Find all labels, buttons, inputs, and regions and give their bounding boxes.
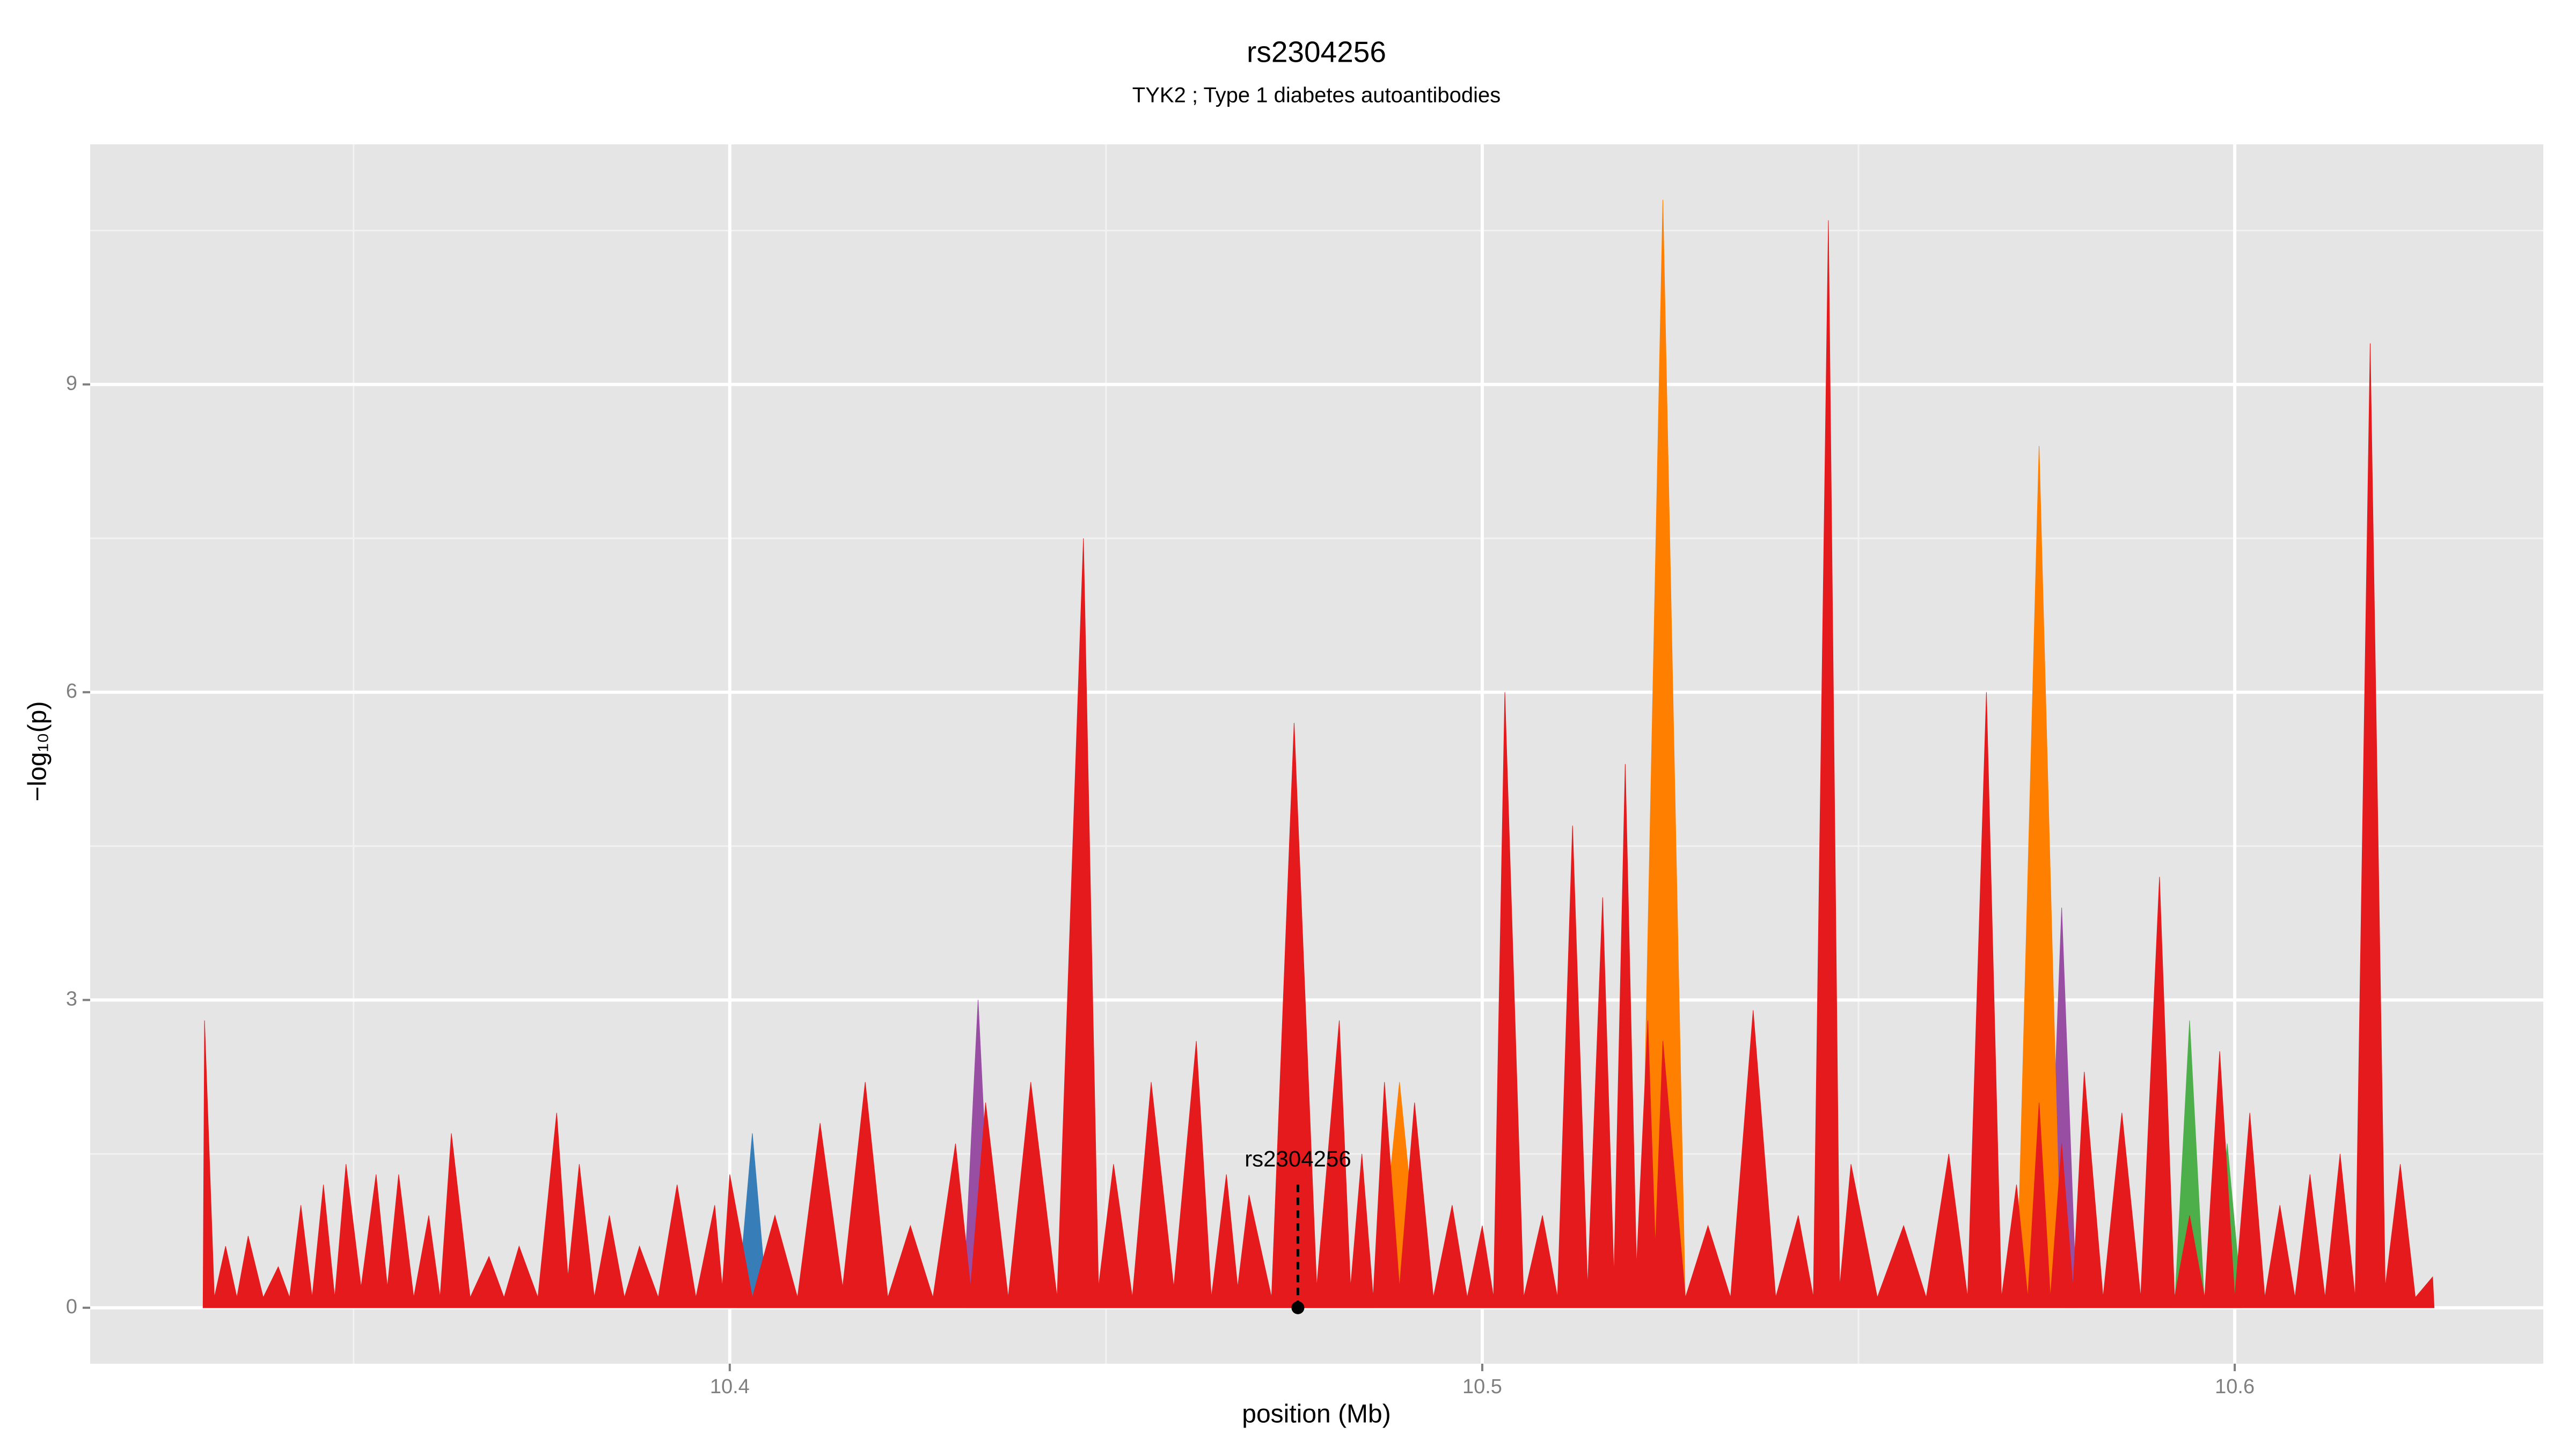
plot-background bbox=[90, 144, 2543, 1364]
annotation-label: rs2304256 bbox=[1245, 1146, 1351, 1172]
x-tick-label: 10.4 bbox=[710, 1375, 750, 1398]
y-axis-label: −log₁₀(p) bbox=[24, 701, 52, 802]
area-series bbox=[202, 220, 2435, 1308]
y-tick-label: 0 bbox=[66, 1296, 77, 1318]
x-tick-label: 10.5 bbox=[1462, 1375, 1502, 1398]
annotation-point bbox=[1291, 1301, 1305, 1314]
x-axis-label: position (Mb) bbox=[1242, 1400, 1391, 1429]
chart-subtitle: TYK2 ; Type 1 diabetes autoantibodies bbox=[1132, 84, 1501, 107]
y-tick-label: 3 bbox=[66, 987, 77, 1010]
y-tick-label: 6 bbox=[66, 680, 77, 702]
x-tick-label: 10.6 bbox=[2215, 1375, 2255, 1398]
y-tick-label: 9 bbox=[66, 372, 77, 394]
chart-title: rs2304256 bbox=[1247, 35, 1386, 69]
